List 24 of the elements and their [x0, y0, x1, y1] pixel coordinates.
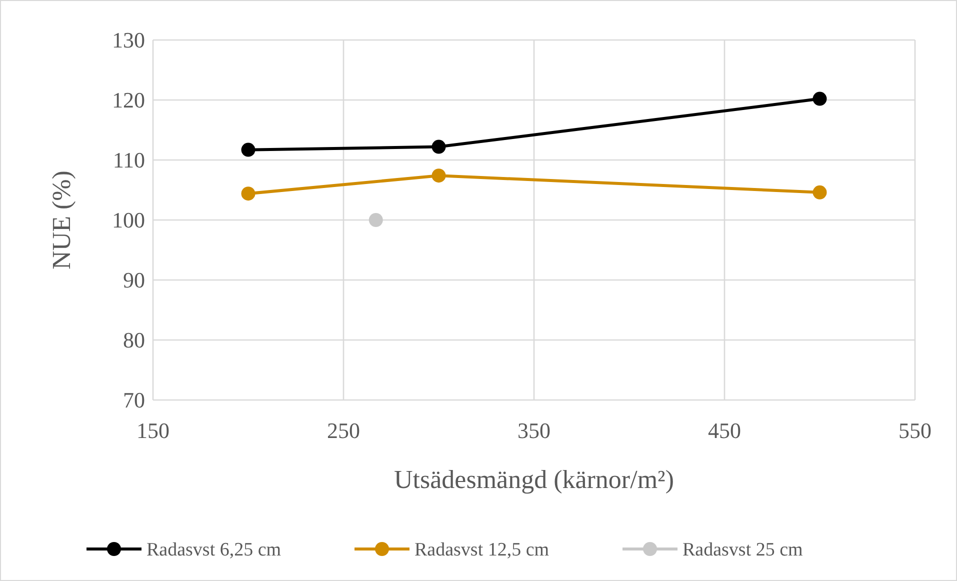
y-tick-label: 130: [112, 28, 145, 53]
legend-label: Radasvst 12,5 cm: [414, 540, 550, 561]
x-tick-label: 250: [327, 418, 360, 443]
y-tick-label: 120: [112, 88, 145, 113]
point: [812, 92, 827, 106]
point: [241, 186, 256, 201]
x-axis-title: Utsädesmängd (kärnor/m²): [394, 465, 674, 494]
y-tick-label: 70: [123, 388, 145, 413]
y-tick-label: 90: [123, 268, 145, 293]
x-tick-label: 550: [898, 418, 932, 443]
legend-label: Radasvst 25 cm: [682, 540, 804, 561]
y-axis-title: NUE (%): [47, 170, 76, 270]
point: [812, 185, 827, 200]
x-tick-label: 150: [136, 418, 170, 443]
y-tick-label: 80: [123, 328, 145, 353]
y-tick-label: 110: [112, 148, 145, 173]
point: [241, 142, 256, 157]
legend-label: Radasvst 6,25 cm: [146, 540, 282, 561]
x-tick-label: 450: [708, 418, 741, 443]
point: [432, 140, 446, 154]
point: [368, 213, 383, 227]
x-tick-label: 350: [518, 418, 550, 443]
point: [432, 168, 446, 183]
y-tick-label: 100: [112, 208, 145, 233]
